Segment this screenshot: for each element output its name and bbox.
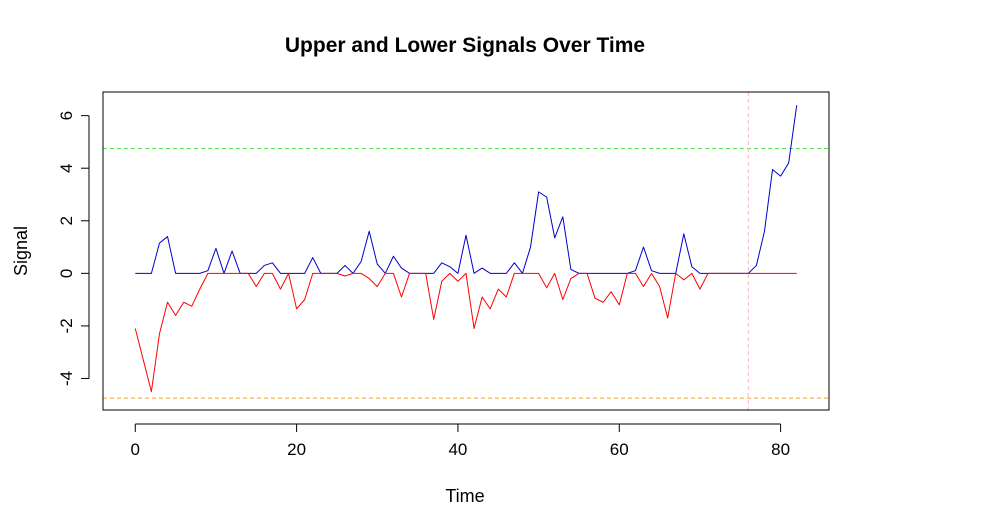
chart-title: Upper and Lower Signals Over Time — [285, 34, 645, 57]
y-tick-label: 4 — [57, 163, 76, 172]
x-tick-label: 0 — [131, 440, 140, 459]
x-tick-label: 20 — [287, 440, 306, 459]
y-tick-label: 0 — [57, 269, 76, 278]
x-tick-label: 60 — [610, 440, 629, 459]
y-axis: -4 -2 0 2 4 6 — [57, 111, 90, 386]
upper-signal-line — [135, 105, 798, 274]
x-axis: 0 20 40 60 80 — [131, 423, 790, 459]
x-tick-label: 40 — [448, 440, 467, 459]
y-tick-label: 2 — [57, 216, 76, 225]
plot-frame — [102, 91, 830, 411]
y-axis-label: Signal — [11, 226, 31, 276]
series-group — [134, 105, 798, 393]
y-tick-label: -2 — [57, 318, 76, 333]
x-axis-label: Time — [445, 486, 484, 506]
lower-signal-line — [134, 272, 797, 393]
x-tick-label: 80 — [771, 440, 790, 459]
y-tick-label: -4 — [57, 371, 76, 386]
y-tick-label: 6 — [57, 111, 76, 120]
reference-lines — [103, 92, 829, 410]
